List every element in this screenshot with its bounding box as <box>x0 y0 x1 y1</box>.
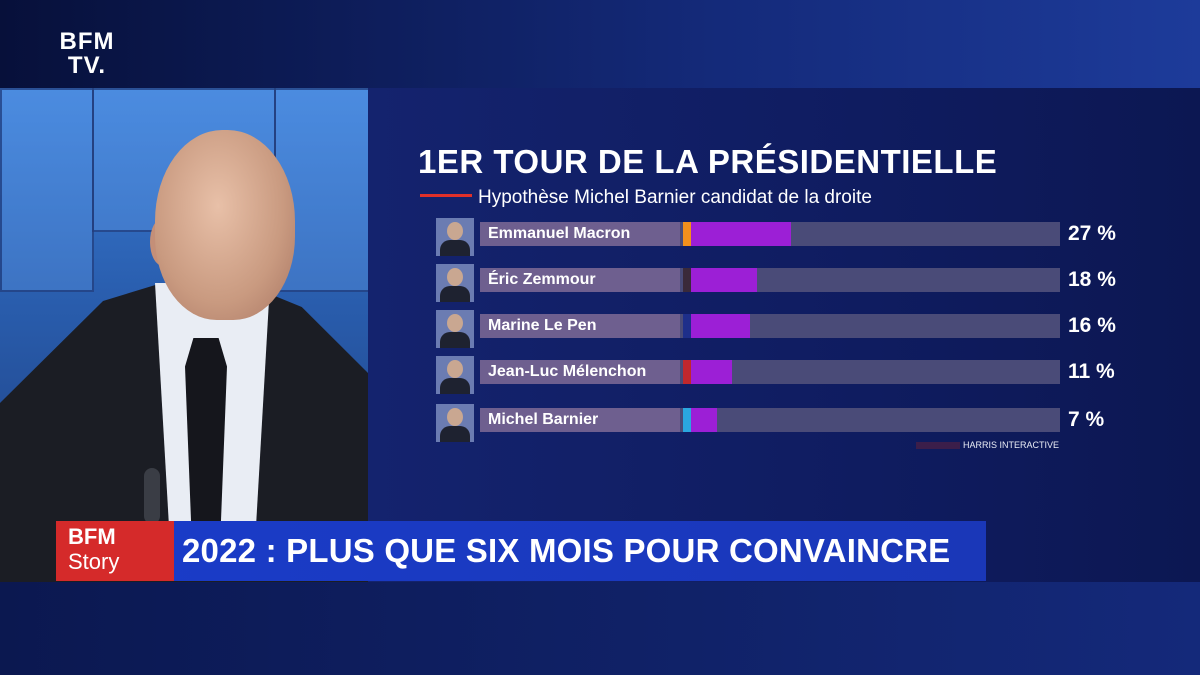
value-bar <box>691 268 757 292</box>
bfmtv-logo-line2: TV. <box>67 52 107 79</box>
value-bar <box>691 222 791 246</box>
chart-source: HARRIS INTERACTIVE <box>963 440 1060 450</box>
candidate-name: Michel Barnier <box>488 411 599 428</box>
candidate-name: Emmanuel Macron <box>488 225 631 242</box>
candidate-photo <box>436 310 474 348</box>
bfmtv-logo: BFM TV. <box>54 30 120 84</box>
subtitle-accent-rule <box>420 194 472 197</box>
value-bar <box>691 360 732 384</box>
value-bar <box>691 314 750 338</box>
chart-row: Éric Zemmour 18 % <box>436 264 1136 302</box>
candidate-photo-head <box>447 360 463 378</box>
presenter-tie <box>185 338 227 528</box>
value-label: 11 % <box>1068 360 1115 383</box>
headline: 2022 : PLUS QUE SIX MOIS POUR CONVAINCRE <box>182 532 951 569</box>
name-segment: Michel Barnier <box>480 408 680 432</box>
candidate-photo-head <box>447 408 463 426</box>
bar-track: Éric Zemmour <box>480 268 1060 292</box>
bottom-band <box>0 582 1200 675</box>
bar-track: Michel Barnier <box>480 408 1060 432</box>
presenter-head <box>155 130 295 320</box>
name-segment: Jean-Luc Mélenchon <box>480 360 680 384</box>
candidate-photo <box>436 218 474 256</box>
candidate-name: Éric Zemmour <box>488 271 596 288</box>
candidate-photo-body <box>440 332 470 348</box>
value-label: 16 % <box>1068 314 1116 337</box>
candidate-photo-body <box>440 240 470 256</box>
studio-video <box>0 88 368 582</box>
candidate-photo-body <box>440 426 470 442</box>
lower-third-banner <box>56 521 986 581</box>
candidate-name: Jean-Luc Mélenchon <box>488 363 647 380</box>
bfm-story-logo-line1: BFM <box>68 524 116 549</box>
name-segment: Emmanuel Macron <box>480 222 680 246</box>
candidate-photo-body <box>440 378 470 394</box>
candidate-photo-head <box>447 268 463 286</box>
bar-track: Jean-Luc Mélenchon <box>480 360 1060 384</box>
bfm-story-logo: BFM Story <box>56 521 174 581</box>
chart-row: Jean-Luc Mélenchon 11 % <box>436 356 1136 394</box>
candidate-name: Marine Le Pen <box>488 317 597 334</box>
value-label: 18 % <box>1068 268 1116 291</box>
chart-title: 1ER TOUR DE LA PRÉSIDENTIELLE <box>418 143 998 180</box>
chart-subtitle: Hypothèse Michel Barnier candidat de la … <box>478 187 872 208</box>
name-segment: Éric Zemmour <box>480 268 680 292</box>
candidate-photo-head <box>447 314 463 332</box>
candidate-photo <box>436 404 474 442</box>
candidate-photo-head <box>447 222 463 240</box>
party-color-mark <box>683 314 691 338</box>
candidate-photo <box>436 264 474 302</box>
bar-track: Emmanuel Macron <box>480 222 1060 246</box>
bfmtv-logo-line1: BFM <box>59 28 115 55</box>
value-label: 27 % <box>1068 222 1116 245</box>
party-color-mark <box>683 268 691 292</box>
chart-row: Marine Le Pen 16 % <box>436 310 1136 348</box>
party-color-mark <box>683 222 691 246</box>
chart-row: Michel Barnier 7 % <box>436 404 1136 442</box>
party-color-mark <box>683 408 691 432</box>
studio-screen-panel <box>0 88 94 292</box>
top-band <box>0 0 1200 88</box>
microphone <box>144 468 160 524</box>
bar-track: Marine Le Pen <box>480 314 1060 338</box>
value-bar <box>691 408 717 432</box>
value-label: 7 % <box>1068 408 1105 431</box>
chart-row: Emmanuel Macron 27 % <box>436 218 1136 256</box>
source-prefix-mark <box>916 442 960 449</box>
candidate-photo <box>436 356 474 394</box>
name-segment: Marine Le Pen <box>480 314 680 338</box>
party-color-mark <box>683 360 691 384</box>
bfm-story-logo-line2: Story <box>68 549 120 574</box>
candidate-photo-body <box>440 286 470 302</box>
